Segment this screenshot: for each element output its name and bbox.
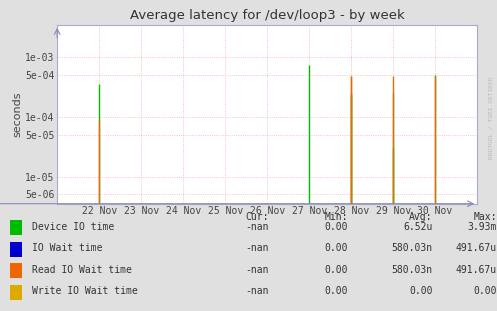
Text: 3.93m: 3.93m	[468, 222, 497, 232]
Text: Max:: Max:	[474, 212, 497, 222]
Text: Cur:: Cur:	[245, 212, 268, 222]
Y-axis label: seconds: seconds	[12, 91, 22, 137]
Text: 580.03n: 580.03n	[391, 244, 432, 253]
Text: -nan: -nan	[245, 244, 268, 253]
Text: Read IO Wait time: Read IO Wait time	[32, 265, 132, 275]
Text: Device IO time: Device IO time	[32, 222, 114, 232]
Text: 0.00: 0.00	[325, 265, 348, 275]
Bar	[10, 242, 22, 257]
Title: Average latency for /dev/loop3 - by week: Average latency for /dev/loop3 - by week	[130, 9, 405, 22]
Text: Avg:: Avg:	[409, 212, 432, 222]
Text: 0.00: 0.00	[474, 286, 497, 296]
Text: -nan: -nan	[245, 265, 268, 275]
Text: 491.67u: 491.67u	[456, 265, 497, 275]
Text: 0.00: 0.00	[325, 222, 348, 232]
Text: 6.52u: 6.52u	[403, 222, 432, 232]
Bar	[10, 263, 22, 278]
Text: Write IO Wait time: Write IO Wait time	[32, 286, 138, 296]
Text: IO Wait time: IO Wait time	[32, 244, 103, 253]
Text: 491.67u: 491.67u	[456, 244, 497, 253]
Text: RRDTOOL / TOBI OETIKER: RRDTOOL / TOBI OETIKER	[489, 77, 494, 160]
Text: 0.00: 0.00	[409, 286, 432, 296]
Text: Min:: Min:	[325, 212, 348, 222]
Text: 0.00: 0.00	[325, 244, 348, 253]
Text: 0.00: 0.00	[325, 286, 348, 296]
Bar	[10, 220, 22, 235]
Text: 580.03n: 580.03n	[391, 265, 432, 275]
Bar	[10, 285, 22, 299]
Text: -nan: -nan	[245, 286, 268, 296]
Text: -nan: -nan	[245, 222, 268, 232]
